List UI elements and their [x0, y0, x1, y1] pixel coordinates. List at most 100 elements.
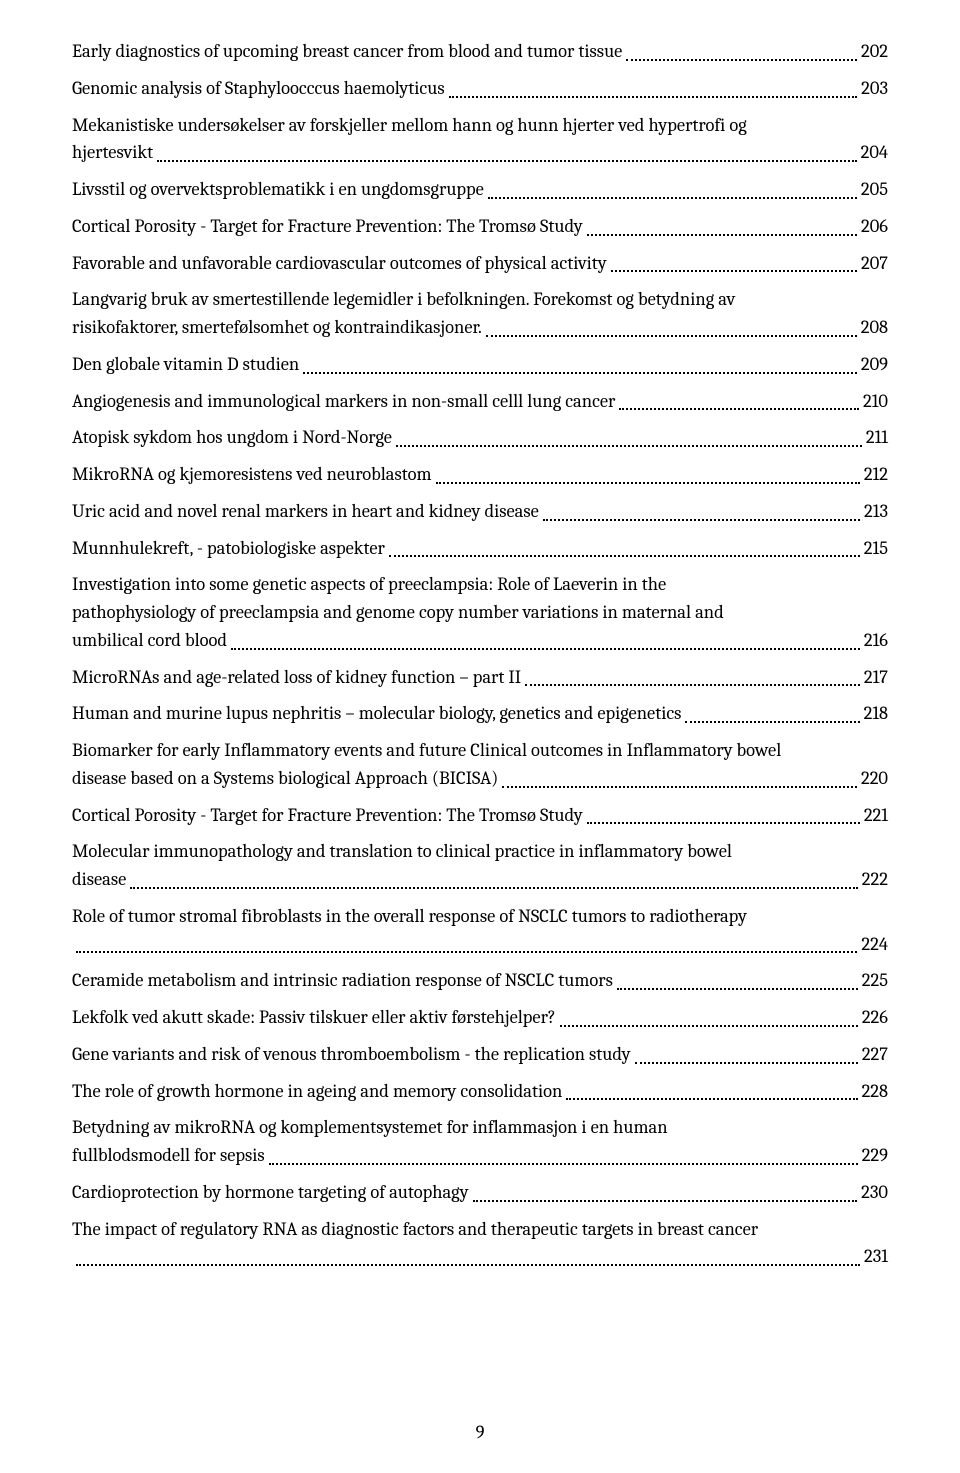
toc-entry: Livsstil og overvektsproblematikk i en u…	[72, 176, 888, 204]
toc-dot-leader	[389, 555, 860, 557]
toc-entry-page: 217	[864, 664, 888, 692]
document-page: Early diagnostics of upcoming breast can…	[0, 0, 960, 1473]
toc-entry-page: 209	[861, 351, 888, 379]
toc-entry-title: Cortical Porosity - Target for Fracture …	[72, 213, 583, 241]
toc-entry-page: 211	[866, 424, 888, 452]
toc-entry: 224	[72, 931, 888, 959]
toc-entry: Atopisk sykdom hos ungdom i Nord-Norge21…	[72, 424, 888, 452]
toc-entry-page: 228	[862, 1078, 888, 1106]
toc-entry-page: 213	[864, 498, 888, 526]
toc-entry-page: 204	[861, 139, 888, 167]
toc-entry: Human and murine lupus nephritis – molec…	[72, 700, 888, 728]
toc-entry-title: Ceramide metabolism and intrinsic radiat…	[72, 967, 613, 995]
toc-entry-page: 203	[861, 75, 888, 103]
toc-entry-title: Human and murine lupus nephritis – molec…	[72, 700, 681, 728]
toc-entry-page: 215	[864, 535, 888, 563]
toc-entry-page: 205	[861, 176, 888, 204]
toc-entry-page: 218	[864, 700, 888, 728]
toc-entry-title: hjertesvikt	[72, 139, 153, 167]
toc-entry: Lekfolk ved akutt skade: Passiv tilskuer…	[72, 1004, 888, 1032]
toc-entry: Cortical Porosity - Target for Fracture …	[72, 213, 888, 241]
toc-dot-leader	[473, 1200, 858, 1202]
toc-entry-page: 202	[861, 38, 888, 66]
toc-entry-title: Cortical Porosity - Target for Fracture …	[72, 802, 583, 830]
toc-dot-leader	[76, 1264, 860, 1266]
toc-entry: Uric acid and novel renal markers in hea…	[72, 498, 888, 526]
toc-dot-leader	[587, 822, 860, 824]
toc-entry: Den globale vitamin D studien 209	[72, 351, 888, 379]
toc-entry: umbilical cord blood216	[72, 627, 888, 655]
toc-entry: Early diagnostics of upcoming breast can…	[72, 38, 888, 66]
toc-entry: fullblodsmodell for sepsis229	[72, 1142, 888, 1170]
toc-dot-leader	[486, 335, 857, 337]
toc-dot-leader	[543, 519, 860, 521]
toc-entry-title: disease based on a Systems biological Ap…	[72, 765, 498, 793]
toc-entry: Munnhulekreft, - patobiologiske aspekter…	[72, 535, 888, 563]
toc-entry-title: Munnhulekreft, - patobiologiske aspekter	[72, 535, 385, 563]
toc-entry-page: 206	[861, 213, 888, 241]
toc-entry: The role of growth hormone in ageing and…	[72, 1078, 888, 1106]
toc-dot-leader	[436, 482, 860, 484]
toc-entry: Favorable and unfavorable cardiovascular…	[72, 250, 888, 278]
toc-entry-title: The role of growth hormone in ageing and…	[72, 1078, 562, 1106]
toc-entry-line: Betydning av mikroRNA og komplementsyste…	[72, 1114, 888, 1142]
toc-dot-leader	[396, 445, 862, 447]
toc-dot-leader	[449, 96, 858, 98]
toc-entry-title: Genomic analysis of Staphyloocccus haemo…	[72, 75, 445, 103]
toc-entry: Cortical Porosity - Target for Fracture …	[72, 802, 888, 830]
toc-entry-title: disease	[72, 866, 126, 894]
toc-entry-title: risikofaktorer, smertefølsomhet og kontr…	[72, 314, 482, 342]
toc-dot-leader	[635, 1062, 858, 1064]
toc-entry: Ceramide metabolism and intrinsic radiat…	[72, 967, 888, 995]
toc-entry-title: Angiogenesis and immunological markers i…	[72, 388, 615, 416]
toc-entry-page: 216	[864, 627, 888, 655]
toc-entry: Gene variants and risk of venous thrombo…	[72, 1041, 888, 1069]
toc-entry-page: 230	[861, 1179, 888, 1207]
toc-dot-leader	[269, 1163, 858, 1165]
toc-entry-line: Molecular immunopathology and translatio…	[72, 838, 888, 866]
toc-dot-leader	[566, 1098, 857, 1100]
table-of-contents: Early diagnostics of upcoming breast can…	[72, 38, 888, 1271]
toc-entry: risikofaktorer, smertefølsomhet og kontr…	[72, 314, 888, 342]
toc-entry-title: Den globale vitamin D studien	[72, 351, 299, 379]
toc-entry-title: Favorable and unfavorable cardiovascular…	[72, 250, 607, 278]
toc-entry-page: 222	[862, 866, 888, 894]
toc-entry-line: Role of tumor stromal fibroblasts in the…	[72, 903, 888, 931]
toc-entry: MikroRNA og kjemoresistens ved neuroblas…	[72, 461, 888, 489]
toc-entry: Cardioprotection by hormone targeting of…	[72, 1179, 888, 1207]
toc-entry-title: Livsstil og overvektsproblematikk i en u…	[72, 176, 484, 204]
toc-dot-leader	[157, 160, 856, 162]
toc-entry: 231	[72, 1243, 888, 1271]
toc-dot-leader	[303, 372, 857, 374]
toc-entry-line: Mekanistiske undersøkelser av forskjelle…	[72, 112, 888, 140]
toc-entry-line: The impact of regulatory RNA as diagnost…	[72, 1216, 888, 1244]
toc-entry-page: 212	[864, 461, 888, 489]
toc-entry-line: Investigation into some genetic aspects …	[72, 571, 888, 599]
toc-entry-line: pathophysiology of preeclampsia and geno…	[72, 599, 888, 627]
toc-dot-leader	[560, 1025, 858, 1027]
toc-entry: hjertesvikt 204	[72, 139, 888, 167]
toc-entry-title: Lekfolk ved akutt skade: Passiv tilskuer…	[72, 1004, 556, 1032]
toc-dot-leader	[130, 887, 858, 889]
toc-entry-title: MicroRNAs and age-related loss of kidney…	[72, 664, 521, 692]
toc-dot-leader	[611, 270, 857, 272]
toc-dot-leader	[502, 786, 857, 788]
toc-entry-page: 229	[862, 1142, 888, 1170]
toc-dot-leader	[488, 197, 857, 199]
toc-dot-leader	[231, 648, 860, 650]
toc-entry-line: Langvarig bruk av smertestillende legemi…	[72, 286, 888, 314]
toc-entry-page: 226	[862, 1004, 888, 1032]
toc-entry-page: 225	[862, 967, 888, 995]
toc-dot-leader	[619, 408, 859, 410]
toc-entry: Genomic analysis of Staphyloocccus haemo…	[72, 75, 888, 103]
toc-entry-title: Uric acid and novel renal markers in hea…	[72, 498, 539, 526]
toc-entry-title: Gene variants and risk of venous thrombo…	[72, 1041, 631, 1069]
toc-dot-leader	[626, 59, 857, 61]
toc-entry: disease based on a Systems biological Ap…	[72, 765, 888, 793]
toc-dot-leader	[587, 234, 857, 236]
toc-entry-page: 220	[861, 765, 888, 793]
toc-dot-leader	[617, 988, 858, 990]
toc-entry-page: 224	[861, 931, 888, 959]
page-number: 9	[0, 1421, 960, 1443]
toc-entry-page: 227	[862, 1041, 888, 1069]
